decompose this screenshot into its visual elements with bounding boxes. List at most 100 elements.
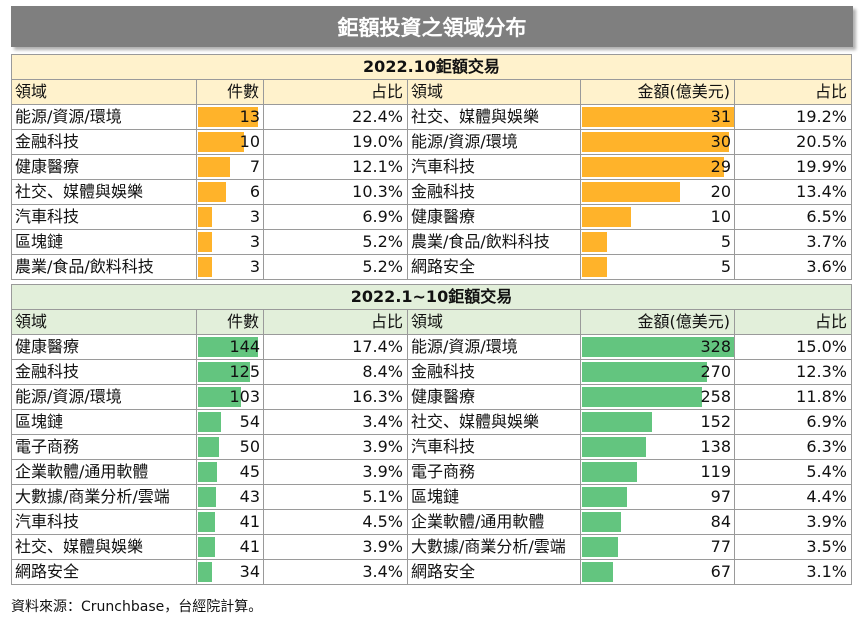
amount-bar xyxy=(582,207,632,227)
share-cell: 6.9% xyxy=(734,409,852,435)
amount-cell: 10 xyxy=(580,204,735,230)
field-cell: 社交、媒體與娛樂 xyxy=(407,104,581,130)
section-title-row: 2022.1~10鉅額交易 xyxy=(11,284,852,310)
field-cell: 健康醫療 xyxy=(11,334,197,360)
count-value: 43 xyxy=(239,487,260,506)
count-value: 144 xyxy=(229,337,260,356)
count-bar xyxy=(198,387,241,407)
header-field: 領域 xyxy=(407,309,581,335)
share-cell: 6.5% xyxy=(734,204,852,230)
count-cell: 103 xyxy=(196,384,264,410)
field-cell: 汽車科技 xyxy=(407,434,581,460)
header-row: 領域 件數 占比 領域 金額(億美元) 占比 xyxy=(11,309,852,335)
share-cell: 5.1% xyxy=(263,484,408,510)
amount-bar xyxy=(582,437,646,457)
share-cell: 5.2% xyxy=(263,254,408,280)
amount-bar xyxy=(582,132,730,152)
count-value: 7 xyxy=(249,157,260,176)
count-bar xyxy=(198,562,213,582)
table-row: 電子商務 50 3.9% 汽車科技 138 6.3% xyxy=(11,434,852,460)
amount-cell: 20 xyxy=(580,179,735,205)
amount-value: 10 xyxy=(710,207,731,226)
share-cell: 5.4% xyxy=(734,459,852,485)
count-cell: 54 xyxy=(196,409,264,435)
field-cell: 企業軟體/通用軟體 xyxy=(11,459,197,485)
field-cell: 農業/食品/飲料科技 xyxy=(407,229,581,255)
header-share: 占比 xyxy=(734,79,852,105)
count-cell: 3 xyxy=(196,204,264,230)
field-cell: 健康醫療 xyxy=(407,384,581,410)
count-bar xyxy=(198,537,216,557)
amount-value: 5 xyxy=(720,257,731,276)
section-title: 2022.10鉅額交易 xyxy=(11,54,852,80)
amount-value: 152 xyxy=(700,412,731,431)
share-cell: 3.7% xyxy=(734,229,852,255)
source-note: 資料來源：Crunchbase，台經院計算。 xyxy=(11,599,263,615)
count-value: 41 xyxy=(239,512,260,531)
table-row: 區塊鏈 54 3.4% 社交、媒體與娛樂 152 6.9% xyxy=(11,409,852,435)
count-value: 3 xyxy=(249,232,260,251)
table-row: 區塊鏈 3 5.2% 農業/食品/飲料科技 5 3.7% xyxy=(11,229,852,255)
count-bar xyxy=(198,437,219,457)
share-cell: 13.4% xyxy=(734,179,852,205)
field-cell: 汽車科技 xyxy=(407,154,581,180)
header-share: 占比 xyxy=(263,309,408,335)
header-share: 占比 xyxy=(734,309,852,335)
amount-cell: 152 xyxy=(580,409,735,435)
count-value: 45 xyxy=(239,462,260,481)
header-row: 領域 件數 占比 領域 金額(億美元) 占比 xyxy=(11,79,852,105)
header-share: 占比 xyxy=(263,79,408,105)
amount-cell: 30 xyxy=(580,129,735,155)
field-cell: 企業軟體/通用軟體 xyxy=(407,509,581,535)
count-bar xyxy=(198,337,258,357)
field-cell: 金融科技 xyxy=(11,359,197,385)
count-value: 6 xyxy=(249,182,260,201)
field-cell: 社交、媒體與娛樂 xyxy=(11,534,197,560)
table-row: 金融科技 125 8.4% 金融科技 270 12.3% xyxy=(11,359,852,385)
share-cell: 12.1% xyxy=(263,154,408,180)
share-cell: 3.1% xyxy=(734,559,852,585)
header-count: 件數 xyxy=(196,79,264,105)
header-field: 領域 xyxy=(407,79,581,105)
header-amount: 金額(億美元) xyxy=(580,309,735,335)
field-cell: 社交、媒體與娛樂 xyxy=(11,179,197,205)
share-cell: 16.3% xyxy=(263,384,408,410)
share-cell: 4.5% xyxy=(263,509,408,535)
share-cell: 19.2% xyxy=(734,104,852,130)
count-cell: 43 xyxy=(196,484,264,510)
table-row: 健康醫療 7 12.1% 汽車科技 29 19.9% xyxy=(11,154,852,180)
amount-bar xyxy=(582,487,627,507)
amount-bar xyxy=(582,337,734,357)
amount-bar xyxy=(582,182,681,202)
amount-bar xyxy=(582,232,607,252)
amount-bar xyxy=(582,462,638,482)
amount-value: 31 xyxy=(710,107,731,126)
field-cell: 大數據/商業分析/雲端 xyxy=(407,534,581,560)
share-cell: 20.5% xyxy=(734,129,852,155)
amount-cell: 258 xyxy=(580,384,735,410)
amount-bar xyxy=(582,562,614,582)
amount-cell: 84 xyxy=(580,509,735,535)
field-cell: 電子商務 xyxy=(407,459,581,485)
amount-cell: 77 xyxy=(580,534,735,560)
field-cell: 社交、媒體與娛樂 xyxy=(407,409,581,435)
amount-bar xyxy=(582,257,607,277)
field-cell: 能源/資源/環境 xyxy=(407,334,581,360)
field-cell: 汽車科技 xyxy=(11,509,197,535)
amount-value: 119 xyxy=(700,462,731,481)
count-cell: 3 xyxy=(196,229,264,255)
count-bar xyxy=(198,512,216,532)
header-count: 件數 xyxy=(196,309,264,335)
count-cell: 45 xyxy=(196,459,264,485)
amount-value: 29 xyxy=(710,157,731,176)
count-bar xyxy=(198,132,245,152)
count-value: 41 xyxy=(239,537,260,556)
amount-cell: 138 xyxy=(580,434,735,460)
field-cell: 能源/資源/環境 xyxy=(11,384,197,410)
amount-cell: 5 xyxy=(580,254,735,280)
count-bar xyxy=(198,157,231,177)
amount-cell: 67 xyxy=(580,559,735,585)
amount-value: 30 xyxy=(710,132,731,151)
field-cell: 金融科技 xyxy=(407,359,581,385)
share-cell: 17.4% xyxy=(263,334,408,360)
